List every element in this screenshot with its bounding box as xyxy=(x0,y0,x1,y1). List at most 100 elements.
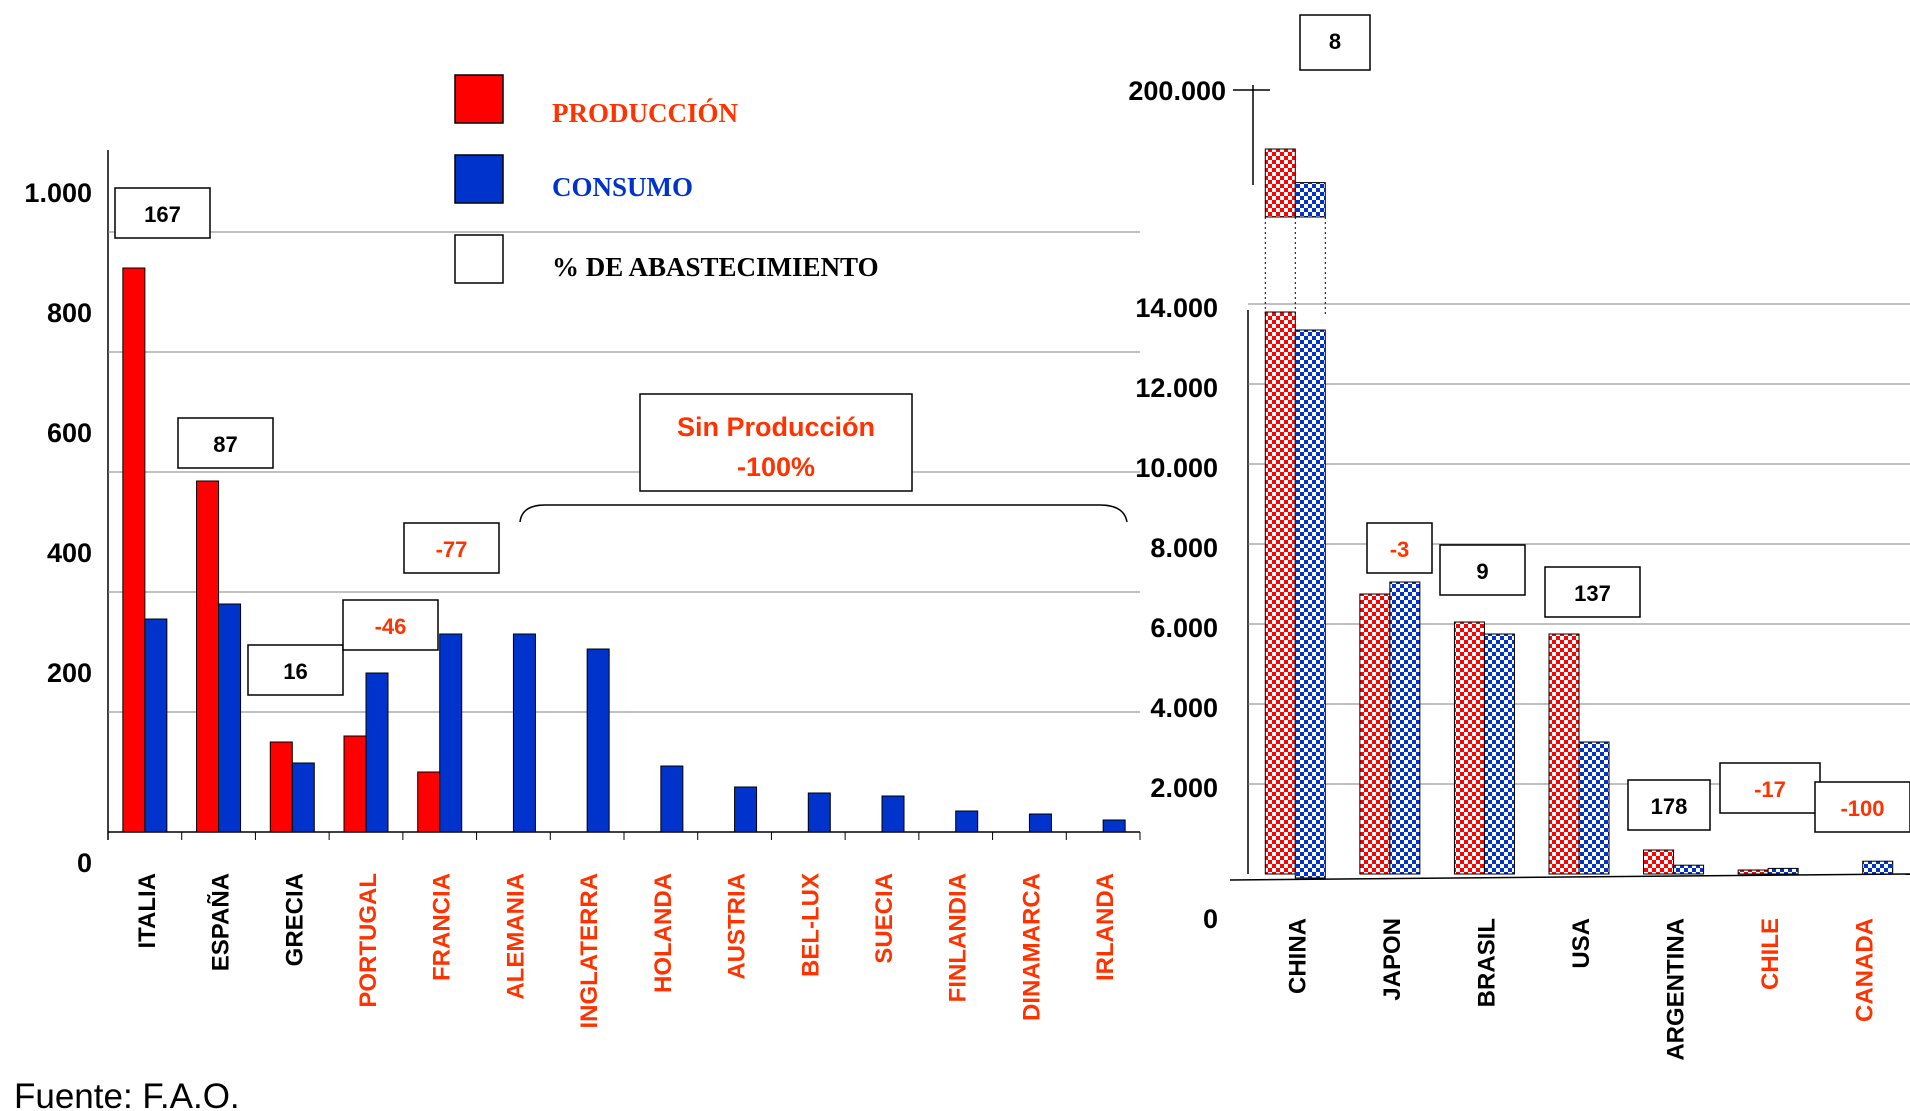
bar-consumption-portugal xyxy=(365,672,389,833)
pct-label-brasil: 9 xyxy=(1476,559,1488,584)
bar-consumption-alemania xyxy=(512,633,536,833)
x-label-alemania: ALEMANIA xyxy=(502,873,529,1000)
bar-production-japon xyxy=(1359,593,1391,875)
left-pct-labels: 167 87 16 -46 -77 xyxy=(114,187,500,696)
pct-label-italia: 167 xyxy=(144,202,181,227)
x-label-españa: ESPAÑA xyxy=(207,873,235,971)
x-label-portugal: PORTUGAL xyxy=(355,873,382,1008)
pct-box-brasil xyxy=(1439,544,1526,596)
left-x-labels: ITALIA ESPAÑA GRECIA PORTUGAL FRANCIA ALEMANI… xyxy=(134,873,1119,1029)
pct-label-portugal: -46 xyxy=(375,614,407,639)
x-label-austria: AUSTRIA xyxy=(724,873,751,980)
pct-box-portugal xyxy=(342,599,439,651)
bar-consumption-usa xyxy=(1578,741,1610,875)
left-chart: 0 200 400 600 800 1.000 ITALIA ESPAÑA GRECIA POR… xyxy=(24,150,1141,1029)
source-note: Fuente: F.A.O. xyxy=(14,1077,240,1111)
bar-consumption-francia xyxy=(439,633,463,833)
bar-consumption-grecia xyxy=(291,762,315,833)
right-y-tick-label: 8.000 xyxy=(1150,533,1218,563)
x-label-francia: FRANCIA xyxy=(429,873,456,981)
x-label-brasil: BRASIL xyxy=(1473,918,1500,1007)
x-label-inglaterra: INGLATERRA xyxy=(576,873,603,1029)
bar-consumption-canada xyxy=(1862,860,1894,875)
pct-label-argentina: 178 xyxy=(1651,794,1688,819)
bar-consumption-china-upper xyxy=(1294,182,1326,218)
pct-label-grecia: 16 xyxy=(283,659,307,684)
x-label-usa: USA xyxy=(1568,918,1595,969)
bar-consumption-argentina xyxy=(1673,864,1705,875)
pct-label-francia: -77 xyxy=(436,537,468,562)
x-label-argentina: ARGENTINA xyxy=(1663,918,1690,1061)
left-bars xyxy=(122,267,1126,833)
x-label-dinamarca: DINAMARCA xyxy=(1018,873,1045,1021)
left-y-ticks: 0 200 400 600 800 1.000 xyxy=(24,178,92,878)
bar-consumption-brasil xyxy=(1483,633,1515,875)
x-label-bel-lux: BEL-LUX xyxy=(797,873,824,977)
x-label-grecia: GRECIA xyxy=(281,873,308,966)
bar-consumption-holanda xyxy=(660,765,684,833)
bar-production-españa xyxy=(196,480,220,833)
right-y-tick-label: 10.000 xyxy=(1135,453,1218,483)
legend-label-supply: % DE ABASTECIMIENTO xyxy=(552,252,879,282)
bar-production-usa xyxy=(1548,633,1580,875)
bar-production-china xyxy=(1264,311,1296,875)
bar-production-chile xyxy=(1737,869,1769,875)
x-label-holanda: HOLANDA xyxy=(650,873,677,993)
x-label-china: CHINA xyxy=(1284,918,1311,994)
pct-label-españa: 87 xyxy=(213,432,237,457)
legend: PRODUCCIÓN CONSUMO % DE ABASTECIMIENTO xyxy=(454,74,879,284)
legend-swatch-supply xyxy=(454,234,504,284)
pct-box-españa xyxy=(177,417,274,469)
sin-produccion-line1: Sin Producción xyxy=(677,412,875,442)
sin-produccion-annotation: Sin Producción -100% xyxy=(519,393,1128,523)
right-x-labels: CHINA JAPON BRASIL USA ARGENTINA CHILE CANADA xyxy=(1284,918,1878,1061)
bar-consumption-dinamarca xyxy=(1028,813,1052,833)
pct-label-japon: -3 xyxy=(1390,537,1410,562)
right-y-tick-label: 2.000 xyxy=(1150,773,1218,803)
x-label-chile: CHILE xyxy=(1757,918,1784,990)
bar-consumption-finlandia xyxy=(955,810,979,833)
right-y-tick-label: 12.000 xyxy=(1135,373,1218,403)
left-y-tick-label: 600 xyxy=(47,418,92,448)
bar-consumption-suecia xyxy=(881,795,905,833)
pct-box-grecia xyxy=(247,644,344,696)
pct-box-argentina xyxy=(1627,779,1711,831)
left-y-tick-label: 200 xyxy=(47,658,92,688)
left-y-tick-label: 1.000 xyxy=(24,178,92,208)
pct-box-canada xyxy=(1814,781,1910,833)
bar-consumption-japon xyxy=(1389,581,1421,875)
x-label-japon: JAPON xyxy=(1379,918,1406,1001)
right-y-tick-label: 6.000 xyxy=(1150,613,1218,643)
pct-label-china: 8 xyxy=(1329,29,1341,54)
bar-production-china-upper xyxy=(1264,148,1296,218)
right-chart: 200.000 0 2.000 4.000 6.000 8.000 10.000 12.000… xyxy=(1128,14,1910,1061)
bar-consumption-chile xyxy=(1767,867,1799,875)
pct-box-china xyxy=(1299,14,1371,71)
right-y-tick-label: 0 xyxy=(1203,904,1218,934)
bar-consumption-china xyxy=(1294,329,1326,879)
bar-consumption-españa xyxy=(218,603,242,833)
right-upper-tick-label: 200.000 xyxy=(1128,76,1226,106)
bar-production-italia xyxy=(122,267,146,833)
right-y-ticks: 200.000 0 2.000 4.000 6.000 8.000 10.000 12.000… xyxy=(1128,76,1226,934)
pct-box-chile xyxy=(1719,762,1821,814)
bar-consumption-italia xyxy=(144,618,168,833)
bar-consumption-irlanda xyxy=(1102,819,1126,833)
legend-label-production: PRODUCCIÓN xyxy=(552,98,738,128)
sin-produccion-line2: -100% xyxy=(737,452,815,482)
bar-consumption-inglaterra xyxy=(586,648,610,833)
x-label-suecia: SUECIA xyxy=(871,873,898,964)
right-pct-labels: 8 -3 9 137 178 -17 -100 xyxy=(1299,14,1910,833)
x-label-irlanda: IRLANDA xyxy=(1092,873,1119,981)
right-bars xyxy=(1264,148,1894,879)
pct-label-canada: -100 xyxy=(1840,796,1884,821)
x-label-canada: CANADA xyxy=(1852,918,1879,1022)
legend-swatch-production xyxy=(454,74,504,124)
bar-production-brasil xyxy=(1453,621,1485,875)
pct-box-italia xyxy=(114,187,211,239)
pct-label-chile: -17 xyxy=(1754,777,1786,802)
x-label-finlandia: FINLANDIA xyxy=(945,873,972,1002)
right-y-tick-label: 4.000 xyxy=(1150,693,1218,723)
sin-produccion-brace xyxy=(519,504,1128,523)
